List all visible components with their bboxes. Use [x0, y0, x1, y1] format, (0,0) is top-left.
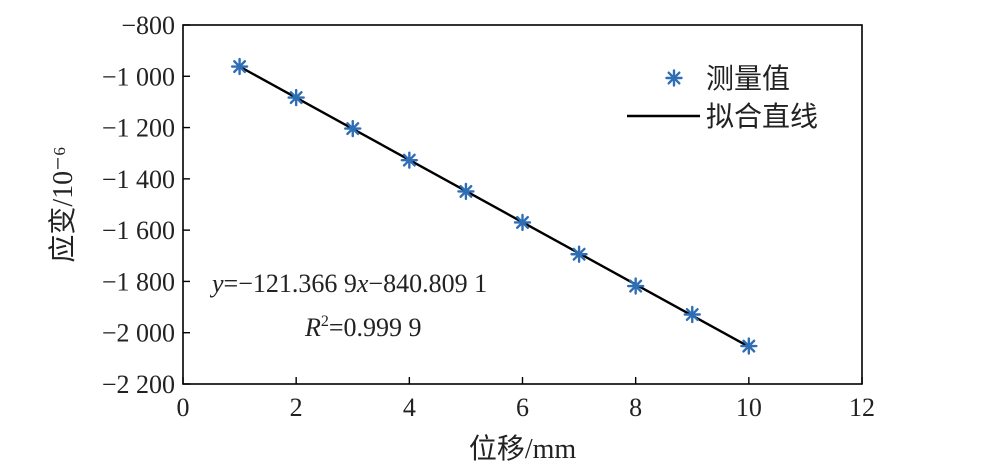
y-axis-ticks: −800 −1 000 −1 200 −1 400 −1 600 −1 800 −2 000… [102, 11, 190, 399]
data-point [287, 88, 305, 107]
y-tick-label: −800 [121, 11, 175, 40]
x-tick-label: 6 [516, 393, 529, 422]
y-tick-label: −1 400 [102, 165, 175, 194]
regression-equation: y=−121.366 9x−840.809 1 [209, 269, 487, 298]
x-tick-label: 8 [629, 393, 642, 422]
data-point [457, 182, 475, 201]
equation-x: x [356, 269, 369, 298]
x-tick-label: 4 [403, 393, 416, 422]
data-point [230, 57, 249, 76]
legend-asterisk [665, 69, 683, 87]
y-tick-label: −1 200 [102, 114, 175, 143]
y-tick-label: −1 000 [102, 62, 175, 91]
legend-marker-measured [665, 69, 683, 87]
x-axis-ticks: 0 2 4 6 8 10 12 [177, 377, 875, 422]
x-tick-label: 2 [290, 393, 303, 422]
r2-sup: 2 [321, 313, 329, 330]
y-tick-label: −2 200 [102, 370, 175, 399]
legend-label-measured: 测量值 [706, 63, 790, 95]
y-axis-label: 应变/10⁻⁶ [47, 146, 79, 262]
data-point [344, 119, 362, 138]
y-tick-label: −1 600 [102, 216, 175, 245]
x-tick-label: 0 [177, 393, 190, 422]
x-tick-label: 12 [849, 393, 875, 422]
data-point [683, 305, 701, 324]
x-axis-label: 位移/mm [469, 433, 577, 465]
x-tick-label: 10 [736, 393, 762, 422]
r-squared: R2=0.999 9 [304, 313, 422, 342]
data-point [513, 213, 532, 232]
legend: 测量值 拟合直线 [627, 63, 818, 133]
equation-y: y [209, 269, 224, 298]
data-point [400, 151, 419, 169]
equation-intercept: −840.809 1 [368, 269, 487, 298]
data-point [740, 337, 758, 355]
data-point [626, 277, 645, 295]
fit-line [239, 65, 750, 348]
plot-marks [230, 57, 758, 355]
data-point [570, 245, 588, 263]
y-tick-label: −2 000 [102, 319, 175, 348]
equation-slope: =−121.366 9 [224, 269, 357, 298]
y-tick-label: −1 800 [102, 267, 175, 296]
r2-r: R [304, 313, 321, 342]
r2-value: =0.999 9 [329, 313, 422, 342]
legend-label-fit: 拟合直线 [706, 101, 818, 133]
